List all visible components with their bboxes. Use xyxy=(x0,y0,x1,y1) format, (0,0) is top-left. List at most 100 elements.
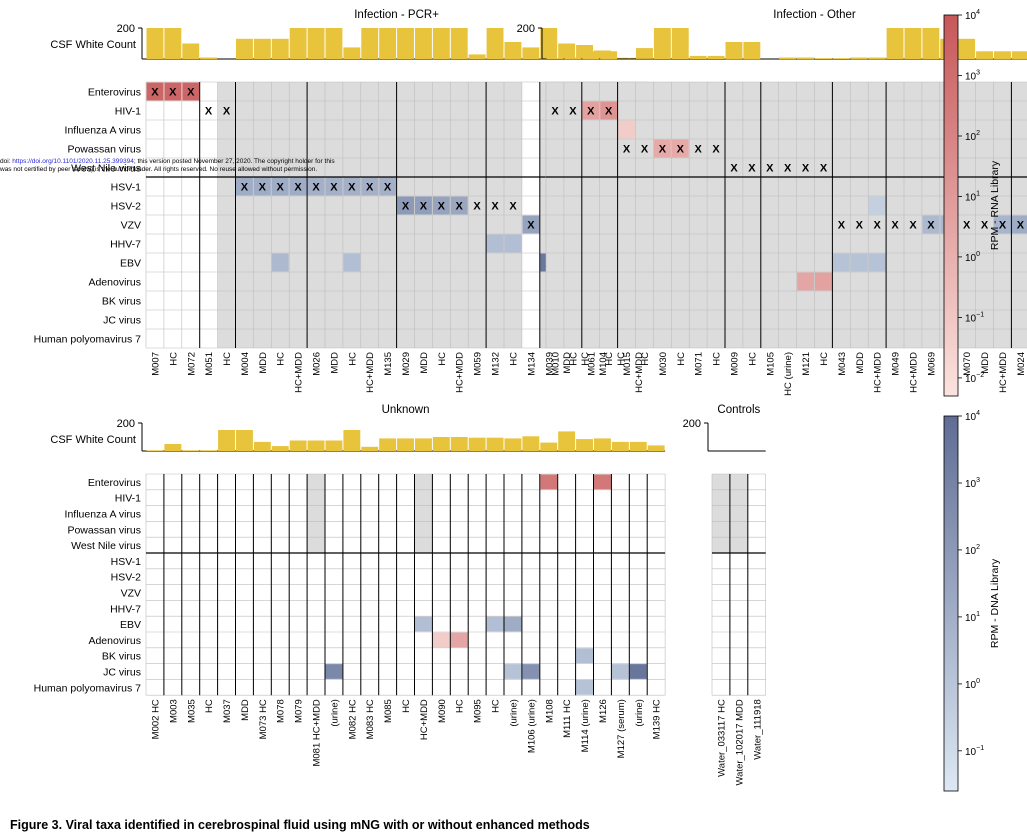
pcr-x-mark: X xyxy=(874,220,882,232)
heatmap-cell xyxy=(486,234,504,253)
bar-y-tick-label: 200 xyxy=(117,23,135,35)
heatmap-cell xyxy=(611,664,629,679)
taxon-label: HSV-2 xyxy=(111,201,142,213)
csf-bar xyxy=(271,38,289,59)
heatmap-cell xyxy=(361,177,379,196)
pcr-x-mark: X xyxy=(223,106,231,118)
heatmap-cell xyxy=(343,253,361,272)
pcr-x-mark: X xyxy=(963,220,971,232)
panel-title: Controls xyxy=(717,404,760,416)
pcr-x-mark: X xyxy=(730,163,738,175)
taxon-label: HHV-7 xyxy=(110,603,141,615)
sample-label: M105 xyxy=(765,352,776,376)
grey-column xyxy=(712,474,730,553)
csf-bar xyxy=(629,441,647,451)
csf-bar xyxy=(958,38,976,59)
pcr-x-mark: X xyxy=(205,106,213,118)
sample-label: M127 (serum) xyxy=(616,699,627,758)
csf-bar xyxy=(922,28,940,59)
csf-bar xyxy=(343,47,361,59)
pcr-x-mark: X xyxy=(259,182,267,194)
sample-label: HC+MDD xyxy=(873,352,884,393)
sample-label: MDD xyxy=(980,352,991,374)
csf-bar xyxy=(611,57,629,59)
taxon-label: West Nile virus xyxy=(71,163,141,175)
pcr-x-mark: X xyxy=(402,201,410,213)
sample-label: HC xyxy=(580,352,591,366)
sample-label: M070 xyxy=(962,352,973,376)
taxon-label: HIV-1 xyxy=(115,493,141,505)
heatmap-cell xyxy=(868,253,886,272)
pcr-x-mark: X xyxy=(551,106,559,118)
taxon-label: Adenovirus xyxy=(88,277,141,289)
heatmap-cell xyxy=(504,664,522,679)
csf-bar xyxy=(540,442,558,451)
heatmap-cell xyxy=(522,664,540,679)
taxon-label: West Nile virus xyxy=(71,540,141,552)
sample-label: HC xyxy=(347,352,358,366)
colorbar-title: RPM - RNA Library xyxy=(989,160,1001,250)
csf-bar xyxy=(361,446,379,451)
taxon-label: HSV-2 xyxy=(111,572,142,584)
heatmap-cell xyxy=(922,215,940,234)
csf-bar xyxy=(271,446,289,451)
sample-label: M083 HC xyxy=(365,699,376,739)
heatmap-cell xyxy=(415,196,432,215)
doi-link[interactable]: https://doi.org/10.1101/2020.11.25.39939… xyxy=(12,158,134,165)
sample-label: M007 xyxy=(150,352,161,376)
heatmap-cell xyxy=(582,101,600,120)
sample-label: MDD xyxy=(258,352,269,374)
csf-bar xyxy=(146,28,164,59)
csf-bar xyxy=(976,51,993,60)
sample-label: M026 xyxy=(312,352,323,376)
sample-label: HC xyxy=(712,352,723,366)
pcr-x-mark: X xyxy=(509,201,517,213)
csf-bar xyxy=(253,441,271,451)
sample-label: HC xyxy=(676,352,687,366)
pcr-x-mark: X xyxy=(999,220,1007,232)
heatmap-cell xyxy=(600,101,618,120)
heatmap-cell xyxy=(450,196,468,215)
taxon-label: HSV-1 xyxy=(111,556,142,568)
csf-bar xyxy=(725,42,743,60)
heatmap-cell xyxy=(629,664,647,679)
heatmap-cell xyxy=(815,272,832,291)
heatmap-cell xyxy=(504,616,522,632)
csf-bar xyxy=(600,51,618,60)
bar-y-tick-label: 200 xyxy=(517,23,535,35)
taxon-label: Influenza A virus xyxy=(65,509,141,521)
heatmap-cell xyxy=(594,474,611,490)
colorbar-tick-exponent: 2 xyxy=(976,130,980,137)
pcr-x-mark: X xyxy=(151,87,159,99)
sample-label: M134 xyxy=(526,352,537,376)
csf-bar xyxy=(886,28,904,59)
csf-bar xyxy=(307,440,325,451)
sample-label: M039 xyxy=(544,352,555,376)
sample-label: M010 xyxy=(551,352,562,376)
sample-label: M082 HC xyxy=(347,699,358,739)
pcr-x-mark: X xyxy=(1017,220,1025,232)
csf-bar xyxy=(1011,51,1027,60)
pcr-x-mark: X xyxy=(384,182,392,194)
pcr-x-mark: X xyxy=(856,220,864,232)
taxon-label: Influenza A virus xyxy=(65,125,141,137)
csf-bar xyxy=(504,438,522,451)
sample-label: HC xyxy=(222,352,233,366)
csf-bar xyxy=(832,58,850,59)
pcr-x-mark: X xyxy=(784,163,792,175)
sample-label: HC+MDD xyxy=(294,352,305,393)
heatmap-cell xyxy=(618,120,635,139)
sample-label: M073 HC xyxy=(258,699,269,739)
bar-y-tick-label: 200 xyxy=(117,418,135,430)
grey-column xyxy=(729,474,748,553)
csf-bar xyxy=(289,28,307,59)
heatmap-cell xyxy=(307,177,325,196)
csf-bar xyxy=(522,436,540,451)
csf-bar xyxy=(653,28,671,59)
heatmap-cell xyxy=(994,215,1011,234)
colorbar-tick-label: 10−2 xyxy=(965,372,984,385)
colorbar-tick-label: 102 xyxy=(965,544,980,557)
sample-label: M029 xyxy=(401,352,412,376)
csf-bar xyxy=(325,440,343,451)
